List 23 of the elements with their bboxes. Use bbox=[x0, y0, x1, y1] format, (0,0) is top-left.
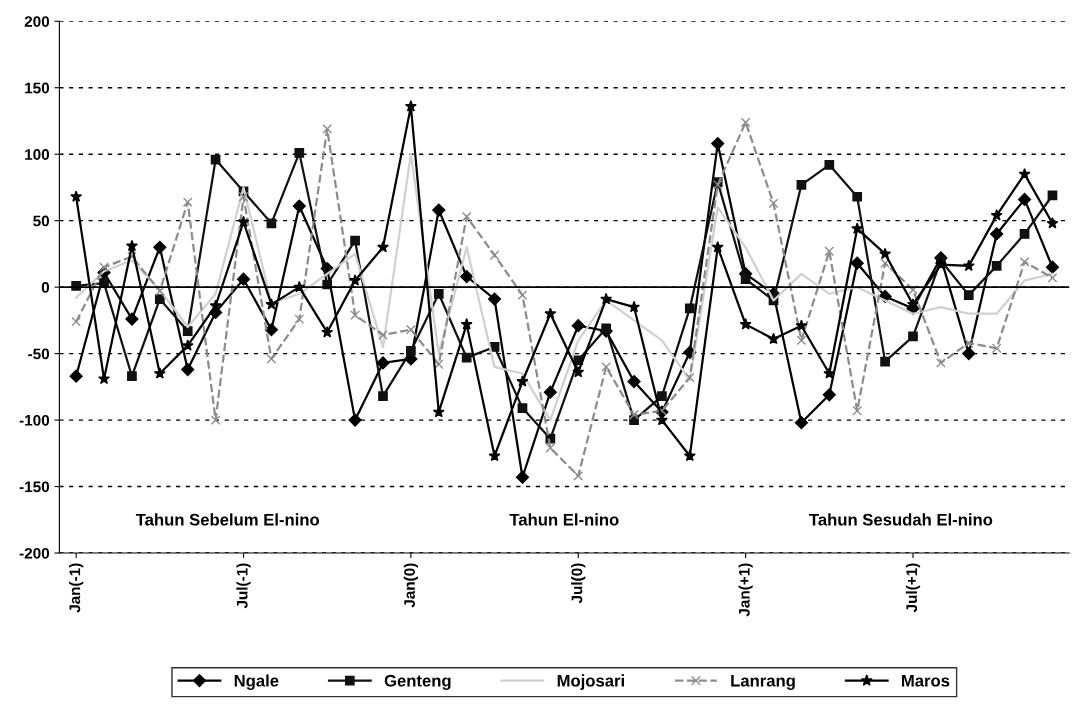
y-tick-label: -100 bbox=[19, 414, 50, 426]
legend-label: Ngale bbox=[234, 674, 279, 690]
legend-label: Lanrang bbox=[731, 674, 795, 690]
x-tick-label: Jul(-1) bbox=[236, 563, 251, 609]
x-tick-label: Jul(0) bbox=[571, 563, 586, 604]
y-tick-label: 150 bbox=[25, 82, 50, 94]
y-tick-label: -150 bbox=[19, 481, 50, 493]
legend-label: Mojosari bbox=[557, 674, 624, 690]
x-tick-label: Jan(-1) bbox=[69, 563, 84, 613]
x-tick-label: Jul(+1) bbox=[905, 563, 921, 613]
y-tick-label: 200 bbox=[24, 16, 50, 27]
y-tick-label: 50 bbox=[33, 215, 50, 227]
annotation: Tahun Sesudah El-nino bbox=[809, 513, 993, 526]
annotation: Tahun Sebelum El-nino bbox=[135, 513, 320, 526]
annotation: Tahun El-nino bbox=[509, 513, 619, 526]
x-tick-label: Jan(+1) bbox=[738, 563, 753, 617]
legend-label: Genteng bbox=[384, 674, 451, 690]
y-tick-label: 100 bbox=[25, 149, 50, 160]
y-tick-label: -200 bbox=[19, 547, 50, 559]
y-tick-label: 0 bbox=[41, 282, 50, 293]
legend-label: Maros bbox=[901, 674, 950, 687]
y-tick-label: -50 bbox=[28, 348, 50, 360]
x-tick-label: Jan(0) bbox=[403, 563, 418, 608]
